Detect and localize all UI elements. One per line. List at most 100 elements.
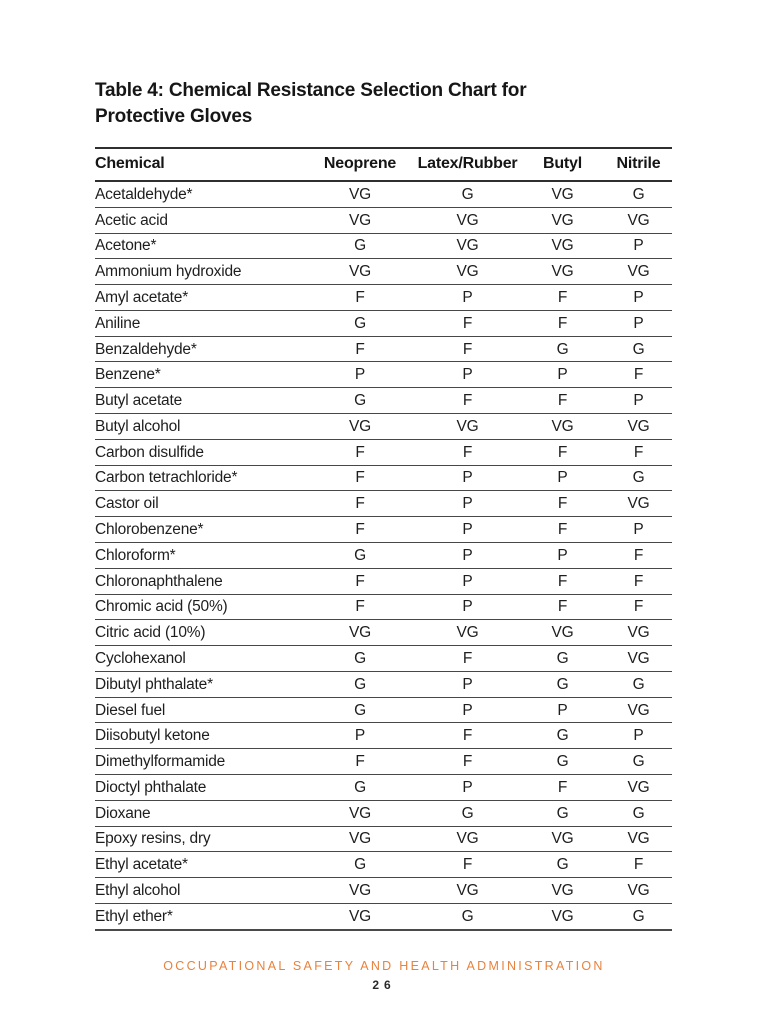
rating-cell: VG — [415, 619, 520, 647]
rating-cell: VG — [415, 207, 520, 234]
rating-cell: F — [520, 490, 605, 518]
rating-cell: P — [520, 361, 605, 389]
rating-cell: VG — [605, 619, 672, 647]
rating-cell: VG — [305, 258, 415, 286]
rating-cell: P — [305, 722, 415, 750]
rating-cell: P — [605, 284, 672, 311]
rating-cell: VG — [415, 258, 520, 286]
page-footer: OCCUPATIONAL SAFETY AND HEALTH ADMINISTR… — [0, 959, 768, 992]
table-row: Butyl alcohol VG VG VG VG — [95, 413, 672, 440]
rating-cell: VG — [305, 207, 415, 234]
table-row: Chlorobenzene* F P F P — [95, 516, 672, 543]
rating-cell: F — [520, 284, 605, 311]
table-title: Table 4: Chemical Resistance Selection C… — [95, 78, 672, 130]
rating-cell: P — [415, 542, 520, 569]
table-row: Epoxy resins, dry VG VG VG VG — [95, 826, 672, 853]
rating-cell: VG — [605, 826, 672, 853]
rating-cell: VG — [520, 181, 605, 208]
rating-cell: F — [305, 284, 415, 311]
rating-cell: VG — [520, 258, 605, 286]
rating-cell: G — [520, 800, 605, 827]
rating-cell: P — [415, 490, 520, 518]
rating-cell: F — [520, 568, 605, 595]
chemical-name-cell: Carbon disulfide — [95, 439, 305, 466]
rating-cell: F — [415, 310, 520, 337]
chemical-name-cell: Chlorobenzene* — [95, 516, 305, 543]
rating-cell: F — [520, 310, 605, 337]
table-row: Acetone* G VG VG P — [95, 233, 672, 260]
rating-cell: P — [415, 361, 520, 389]
rating-cell: VG — [520, 233, 605, 260]
table-row: Carbon tetrachloride* F P P G — [95, 465, 672, 492]
rating-cell: G — [605, 800, 672, 827]
chemical-name-cell: Cyclohexanol — [95, 645, 305, 672]
rating-cell: P — [415, 284, 520, 311]
rating-cell: F — [520, 516, 605, 543]
chemical-name-cell: Epoxy resins, dry — [95, 826, 305, 853]
rating-cell: G — [605, 671, 672, 698]
chemical-resistance-table: Chemical Neoprene Latex/Rubber Butyl Nit… — [95, 147, 672, 931]
table-row: Benzaldehyde* F F G G — [95, 336, 672, 363]
table-title-line-1: Table 4: Chemical Resistance Selection C… — [95, 80, 527, 101]
rating-cell: G — [305, 233, 415, 260]
rating-cell: G — [520, 336, 605, 363]
table-row: Ethyl acetate* G F G F — [95, 851, 672, 879]
rating-cell: G — [305, 542, 415, 569]
column-header-butyl: Butyl — [520, 147, 605, 182]
table-row: Chloroform* G P P F — [95, 542, 672, 569]
table-row: Dimethylformamide F F G G — [95, 748, 672, 775]
chemical-name-cell: Acetic acid — [95, 207, 305, 234]
table-row: Acetic acid VG VG VG VG — [95, 207, 672, 234]
rating-cell: VG — [305, 903, 415, 931]
chemical-name-cell: Ethyl alcohol — [95, 877, 305, 904]
rating-cell: G — [305, 671, 415, 698]
rating-cell: G — [520, 645, 605, 672]
rating-cell: F — [520, 774, 605, 801]
rating-cell: P — [605, 722, 672, 750]
rating-cell: VG — [305, 413, 415, 440]
footer-organization-text: OCCUPATIONAL SAFETY AND HEALTH ADMINISTR… — [163, 959, 605, 973]
rating-cell: G — [415, 181, 520, 208]
chemical-name-cell: Ethyl ether* — [95, 903, 305, 931]
table-row: Diesel fuel G P P VG — [95, 697, 672, 724]
rating-cell: P — [305, 361, 415, 389]
rating-cell: F — [305, 439, 415, 466]
rating-cell: F — [415, 645, 520, 672]
rating-cell: VG — [520, 826, 605, 853]
rating-cell: G — [605, 465, 672, 492]
table-row: Butyl acetate G F F P — [95, 387, 672, 415]
chemical-name-cell: Butyl alcohol — [95, 413, 305, 440]
table-row: Acetaldehyde* VG G VG G — [95, 181, 672, 208]
chemical-name-cell: Benzaldehyde* — [95, 336, 305, 363]
table-row: Ethyl ether* VG G VG G — [95, 903, 672, 931]
rating-cell: VG — [415, 826, 520, 853]
table-row: Amyl acetate* F P F P — [95, 284, 672, 311]
chemical-name-cell: Ammonium hydroxide — [95, 258, 305, 286]
rating-cell: P — [415, 671, 520, 698]
page-number: 26 — [372, 978, 396, 992]
table-row: Dioxane VG G G G — [95, 800, 672, 827]
rating-cell: P — [520, 465, 605, 492]
rating-cell: G — [520, 851, 605, 879]
column-header-latex-rubber: Latex/Rubber — [415, 147, 520, 182]
rating-cell: F — [305, 594, 415, 621]
rating-cell: F — [605, 361, 672, 389]
table-body: Acetaldehyde* VG G VG G Acetic acid VG VG VG VG Ac… — [95, 181, 672, 931]
chemical-name-cell: Aniline — [95, 310, 305, 337]
rating-cell: VG — [305, 181, 415, 208]
table-row: Cyclohexanol G F G VG — [95, 645, 672, 672]
chemical-name-cell: Dioctyl phthalate — [95, 774, 305, 801]
rating-cell: F — [520, 387, 605, 415]
chemical-name-cell: Diesel fuel — [95, 697, 305, 724]
rating-cell: F — [305, 568, 415, 595]
rating-cell: VG — [520, 877, 605, 904]
rating-cell: G — [605, 181, 672, 208]
rating-cell: VG — [605, 207, 672, 234]
rating-cell: VG — [605, 413, 672, 440]
table-header-row: Chemical Neoprene Latex/Rubber Butyl Nit… — [95, 147, 672, 182]
rating-cell: VG — [605, 490, 672, 518]
rating-cell: VG — [520, 619, 605, 647]
chemical-name-cell: Citric acid (10%) — [95, 619, 305, 647]
chemical-name-cell: Chloronaphthalene — [95, 568, 305, 595]
table-row: Aniline G F F P — [95, 310, 672, 337]
